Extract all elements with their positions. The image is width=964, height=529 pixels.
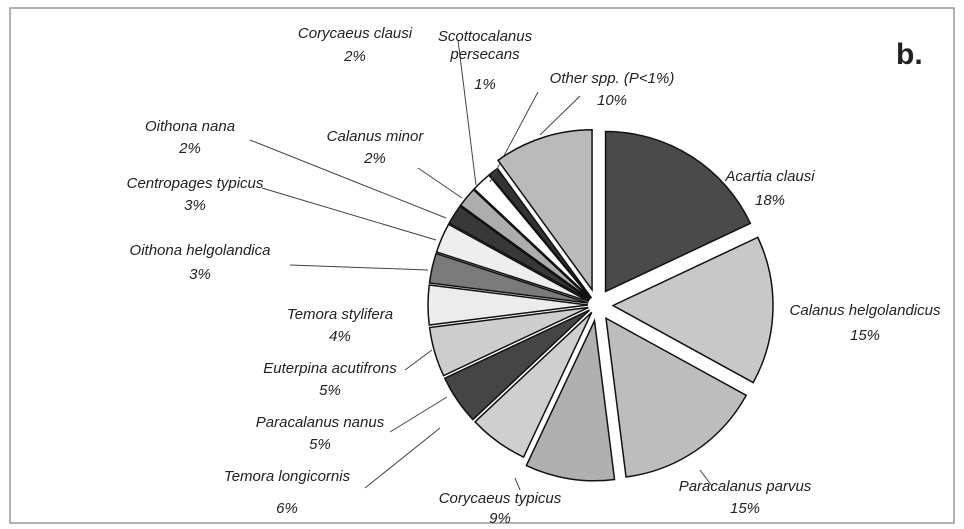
value-label: 15% xyxy=(729,500,761,517)
slice-label: Centropages typicus xyxy=(126,175,264,192)
value-label: 6% xyxy=(276,500,298,517)
value-label: 3% xyxy=(184,197,206,214)
slice-label: Calanus helgolandicus xyxy=(789,302,941,319)
pie-slice xyxy=(605,316,748,478)
pie-slice xyxy=(427,284,589,326)
pie-slice xyxy=(443,309,591,421)
pie-slice xyxy=(435,223,590,303)
slice-label: Acartia clausi xyxy=(725,168,815,185)
pie-slice xyxy=(428,252,589,304)
leader-line xyxy=(404,349,433,371)
slice-label: Oithona nana xyxy=(144,118,236,135)
slice-label: Calanus minor xyxy=(326,128,424,145)
slice-label: Oithona helgolandica xyxy=(129,242,271,259)
leader-line xyxy=(489,91,539,183)
value-label: 2% xyxy=(344,48,366,65)
leader-line xyxy=(249,139,447,219)
slice-label: Other spp. (P<1%) xyxy=(549,70,675,87)
value-label: 10% xyxy=(596,92,628,109)
pie-slice xyxy=(459,188,591,300)
leader-line xyxy=(289,264,429,271)
value-label: 2% xyxy=(364,150,386,167)
pie-slice xyxy=(474,311,593,459)
value-label: 5% xyxy=(309,436,331,453)
value-label: 2% xyxy=(179,140,201,157)
slice-label: Scottocalanus persecans xyxy=(437,28,533,63)
value-label: 1% xyxy=(474,76,496,93)
value-label: 4% xyxy=(329,328,351,345)
pie-slice xyxy=(428,306,589,377)
leader-line xyxy=(417,167,463,199)
leader-line xyxy=(514,477,521,491)
value-label: 15% xyxy=(849,327,881,344)
leader-line xyxy=(457,39,477,186)
value-label: 18% xyxy=(754,192,786,209)
slice-label: Temora stylifera xyxy=(286,306,394,323)
leader-line xyxy=(389,396,448,433)
leader-line xyxy=(539,95,581,136)
pie-slice xyxy=(496,129,593,293)
leader-line xyxy=(364,427,441,489)
pie-slice xyxy=(473,174,592,299)
slice-label: Corycaeus typicus xyxy=(438,490,562,507)
slice-label: Paracalanus parvus xyxy=(678,478,812,495)
pie-slice xyxy=(525,318,616,482)
leader-line xyxy=(699,469,713,487)
pie-slice xyxy=(448,205,590,301)
leader-line xyxy=(261,187,437,241)
value-label: 9% xyxy=(489,510,511,527)
slice-label: Euterpina acutifrons xyxy=(263,360,397,377)
pie-slice xyxy=(611,236,774,384)
slice-label: Corycaeus clausi xyxy=(297,25,413,42)
slice-label: Paracalanus nanus xyxy=(255,414,385,431)
frame xyxy=(9,7,955,524)
value-label: 5% xyxy=(319,382,341,399)
pie-slice xyxy=(604,130,752,293)
panel-label: b. xyxy=(896,38,923,71)
slice-label: Temora longicornis xyxy=(223,468,351,485)
value-label: 3% xyxy=(189,266,211,283)
